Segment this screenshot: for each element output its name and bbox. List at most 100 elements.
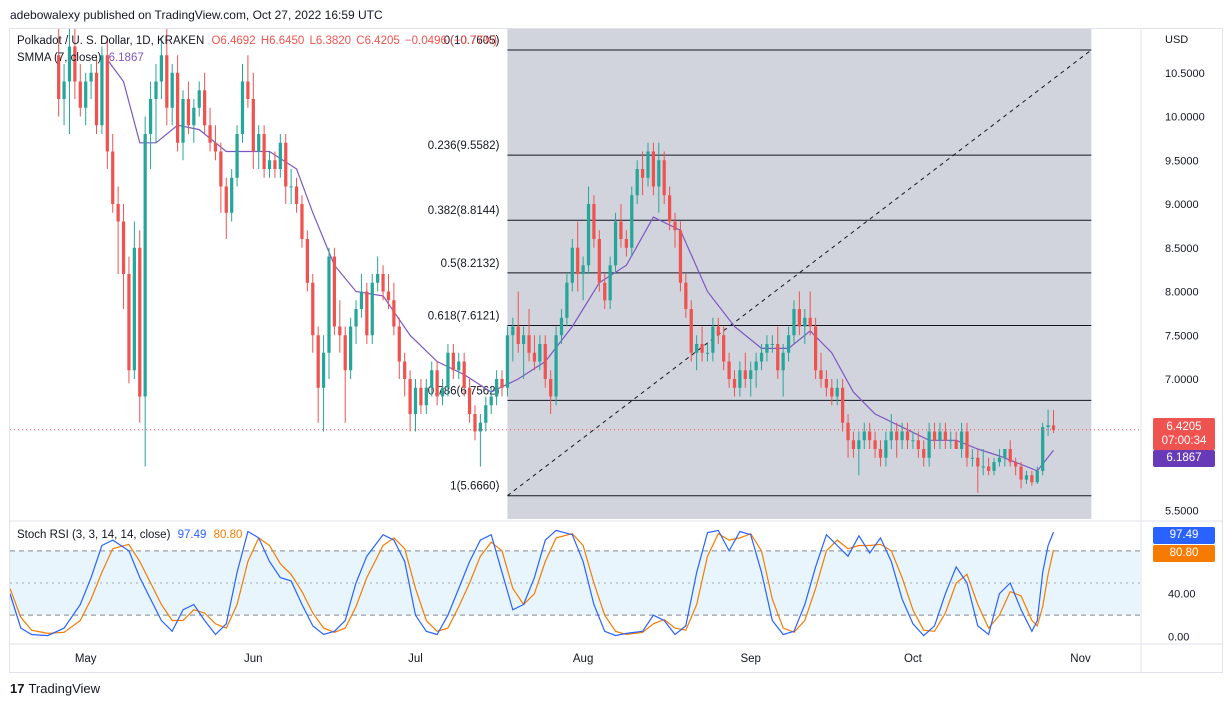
candle-body xyxy=(862,431,866,441)
candle-body xyxy=(467,387,472,414)
candle-body xyxy=(705,352,710,354)
candle xyxy=(813,317,818,379)
candle-body xyxy=(813,326,818,371)
stoch-legend[interactable]: Stoch RSI (3, 3, 14, 14, close) 97.49 80… xyxy=(17,529,246,541)
candle xyxy=(522,326,526,379)
candle-body xyxy=(192,107,196,126)
candle-body xyxy=(630,195,634,248)
candle-body xyxy=(700,344,704,353)
candle-body xyxy=(278,142,282,169)
candle xyxy=(949,431,953,449)
smma-line xyxy=(106,59,1054,472)
candle-body xyxy=(781,352,785,371)
candle-body xyxy=(424,387,428,406)
candle xyxy=(94,55,99,134)
candle-body xyxy=(738,370,742,388)
stoch-d-value: 80.80 xyxy=(213,529,243,541)
candle xyxy=(408,370,412,432)
candle xyxy=(257,125,261,169)
candle xyxy=(89,64,93,99)
time-axis-label: Oct xyxy=(904,653,923,665)
price-axis-tick: 5.5000 xyxy=(1165,505,1199,517)
candle-body xyxy=(403,361,407,379)
candle-body xyxy=(392,300,396,327)
candle-body xyxy=(527,335,531,353)
ohlc-change: −0.0496 (−0.77%) xyxy=(404,35,498,47)
candle xyxy=(695,335,699,371)
candle-body xyxy=(473,414,477,432)
candle-body xyxy=(884,440,888,458)
candle xyxy=(386,274,391,309)
smma-legend[interactable]: SMMA (7, close) 6.1867 xyxy=(17,52,148,64)
candle-body xyxy=(338,326,342,336)
candle-body xyxy=(116,204,120,222)
candle xyxy=(397,317,401,379)
candle xyxy=(895,422,899,458)
candle xyxy=(938,422,942,449)
candle-body xyxy=(289,186,293,188)
candle xyxy=(338,300,342,353)
candle-body xyxy=(943,431,947,441)
candle-body xyxy=(851,440,856,449)
candle-body xyxy=(446,352,450,388)
candle xyxy=(754,352,758,388)
candle xyxy=(446,344,450,397)
candle-body xyxy=(986,466,991,471)
candle xyxy=(678,221,683,292)
candle xyxy=(159,37,164,99)
candle xyxy=(684,274,688,318)
ohlc-open: O6.4692 xyxy=(211,35,256,47)
candle-body xyxy=(381,274,385,292)
candle xyxy=(1003,449,1007,467)
candle-body xyxy=(754,361,758,371)
candle xyxy=(175,55,180,152)
stoch-axis-tick: 40.00 xyxy=(1168,589,1196,601)
candle-body xyxy=(457,361,461,371)
candle-body xyxy=(938,431,942,441)
candle xyxy=(500,370,504,397)
chart-canvas[interactable]: 0(10.7605) 0.236(9.5582) 0.382(8.8144) 0.5(… xyxy=(10,29,1222,672)
axes-layer: 10.5000 10.0000 9.5000 9.0000 8.5000 8.0000 7.… xyxy=(10,29,1222,672)
candle xyxy=(662,151,666,204)
candle xyxy=(1046,409,1050,436)
stoch-rsi-pane xyxy=(10,529,1140,637)
candle xyxy=(943,422,947,449)
candle-body xyxy=(111,151,115,204)
candle-body xyxy=(981,466,985,468)
candle xyxy=(559,309,564,344)
price-axis-tick: 8.5000 xyxy=(1165,243,1199,255)
candle xyxy=(213,125,218,161)
candle-body xyxy=(970,457,975,459)
time-axis-label: Sep xyxy=(740,653,760,665)
candle xyxy=(878,440,883,467)
candle-body xyxy=(581,265,585,274)
candle xyxy=(62,64,66,126)
candle xyxy=(765,335,769,362)
candle-body xyxy=(138,247,142,397)
candle-body xyxy=(797,309,801,327)
candle xyxy=(586,186,591,274)
candle xyxy=(165,29,169,126)
candle xyxy=(57,29,61,117)
time-axis-label: Jun xyxy=(244,653,263,665)
candle-body xyxy=(165,55,169,108)
fib-level-label: 0.618(7.6121) xyxy=(428,310,500,322)
candle-body xyxy=(262,134,266,169)
candle xyxy=(992,457,996,476)
candles-layer xyxy=(57,29,1056,493)
candle xyxy=(549,370,553,414)
candle xyxy=(1030,470,1034,486)
candle-body xyxy=(543,344,547,379)
symbol-legend[interactable]: Polkadot / U. S. Dollar, 1D, KRAKEN O6.4… xyxy=(17,35,501,47)
candle xyxy=(911,431,915,449)
tradingview-logo[interactable]: 17 TradingView xyxy=(10,681,100,696)
candle xyxy=(1024,470,1029,484)
candle-body xyxy=(440,387,445,397)
candle-body xyxy=(181,99,185,143)
candle xyxy=(722,326,726,371)
candle-body xyxy=(435,370,439,397)
candle-body xyxy=(916,440,920,449)
candle-body xyxy=(592,204,596,239)
candle-body xyxy=(251,99,255,152)
candle xyxy=(505,326,510,397)
